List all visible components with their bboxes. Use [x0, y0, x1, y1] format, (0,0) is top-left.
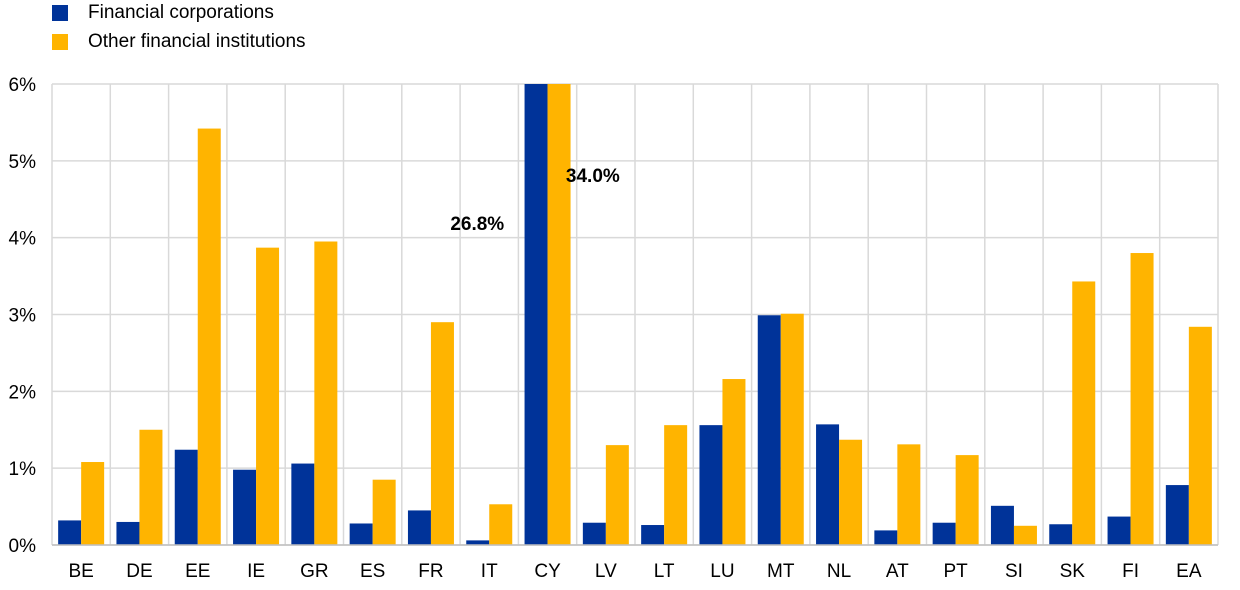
bar-other-financial-institutions-ea — [1188, 326, 1212, 545]
y-tick-label: 2% — [9, 382, 37, 403]
bar-financial-corporations-it — [466, 540, 490, 545]
x-tick-label: AT — [886, 561, 909, 582]
bar-other-financial-institutions-si — [1013, 525, 1037, 545]
legend-item-financial-corporations: Financial corporations — [52, 2, 274, 23]
x-tick-label: IT — [481, 561, 498, 582]
x-tick-label: DE — [126, 561, 152, 582]
x-tick-label: FR — [418, 561, 443, 582]
legend-label: Financial corporations — [88, 2, 274, 23]
x-tick-label: LV — [595, 561, 617, 582]
bar-financial-corporations-ee — [174, 449, 198, 545]
bar-other-financial-institutions-lu — [722, 379, 746, 545]
y-tick-label: 4% — [9, 229, 37, 250]
bar-other-financial-institutions-de — [139, 429, 163, 545]
x-tick-label: NL — [827, 561, 851, 582]
y-tick-label: 0% — [9, 536, 37, 557]
bar-financial-corporations-lt — [641, 525, 665, 545]
bar-financial-corporations-nl — [816, 424, 840, 545]
bar-financial-corporations-gr — [291, 463, 315, 545]
legend-swatch-other-financial-institutions — [52, 34, 68, 50]
bar-financial-corporations-de — [116, 521, 140, 545]
bar-financial-corporations-cy — [524, 84, 548, 545]
x-tick-label: LT — [654, 561, 675, 582]
bar-other-financial-institutions-lt — [664, 425, 688, 545]
x-tick-label: FI — [1122, 561, 1139, 582]
y-tick-label: 1% — [9, 459, 37, 480]
x-tick-label: SK — [1060, 561, 1086, 582]
bar-other-financial-institutions-gr — [314, 241, 338, 545]
bar-financial-corporations-fr — [407, 510, 431, 545]
bar-other-financial-institutions-ee — [197, 128, 221, 545]
bar-other-financial-institutions-pt — [955, 455, 979, 545]
x-tick-label: SI — [1005, 561, 1023, 582]
x-tick-label: LU — [710, 561, 734, 582]
y-tick-label: 6% — [9, 75, 37, 96]
x-tick-label: IE — [247, 561, 265, 582]
bar-financial-corporations-at — [874, 530, 898, 545]
x-tick-label: GR — [300, 561, 329, 582]
legend-label: Other financial institutions — [88, 31, 306, 52]
x-tick-label: PT — [944, 561, 969, 582]
bar-other-financial-institutions-ie — [256, 247, 280, 545]
bar-other-financial-institutions-be — [81, 462, 105, 545]
bar-financial-corporations-mt — [757, 315, 781, 545]
bar-other-financial-institutions-fi — [1130, 253, 1154, 546]
bar-other-financial-institutions-it — [489, 504, 513, 545]
bar-financial-corporations-fi — [1107, 516, 1131, 545]
bar-financial-corporations-lv — [582, 522, 606, 545]
bar-financial-corporations-sk — [1049, 524, 1073, 545]
bar-other-financial-institutions-fr — [430, 322, 454, 545]
x-tick-label: BE — [68, 561, 93, 582]
bar-financial-corporations-pt — [932, 522, 956, 545]
bar-other-financial-institutions-mt — [780, 313, 804, 545]
x-tick-label: EA — [1176, 561, 1202, 582]
bar-financial-corporations-ea — [1165, 485, 1189, 545]
bar-other-financial-institutions-cy — [547, 84, 571, 545]
y-tick-label: 5% — [9, 152, 37, 173]
bar-financial-corporations-lu — [699, 425, 723, 545]
bar-other-financial-institutions-es — [372, 479, 396, 545]
bar-financial-corporations-be — [58, 520, 82, 545]
x-tick-label: ES — [360, 561, 385, 582]
y-tick-label: 3% — [9, 306, 37, 327]
bar-financial-corporations-si — [990, 505, 1014, 545]
bar-other-financial-institutions-lv — [605, 445, 629, 545]
x-tick-label: CY — [534, 561, 561, 582]
bar-financial-corporations-ie — [233, 469, 257, 545]
bar-value-annotation: 34.0% — [566, 166, 620, 187]
bar-other-financial-institutions-nl — [839, 439, 863, 545]
x-tick-label: MT — [767, 561, 795, 582]
x-tick-label: EE — [185, 561, 210, 582]
bar-value-annotation: 26.8% — [450, 214, 504, 235]
legend-item-other-financial-institutions: Other financial institutions — [52, 31, 306, 52]
legend-swatch-financial-corporations — [52, 5, 68, 21]
bar-other-financial-institutions-sk — [1072, 281, 1096, 545]
bar-financial-corporations-es — [349, 523, 373, 545]
bar-other-financial-institutions-at — [897, 444, 921, 545]
